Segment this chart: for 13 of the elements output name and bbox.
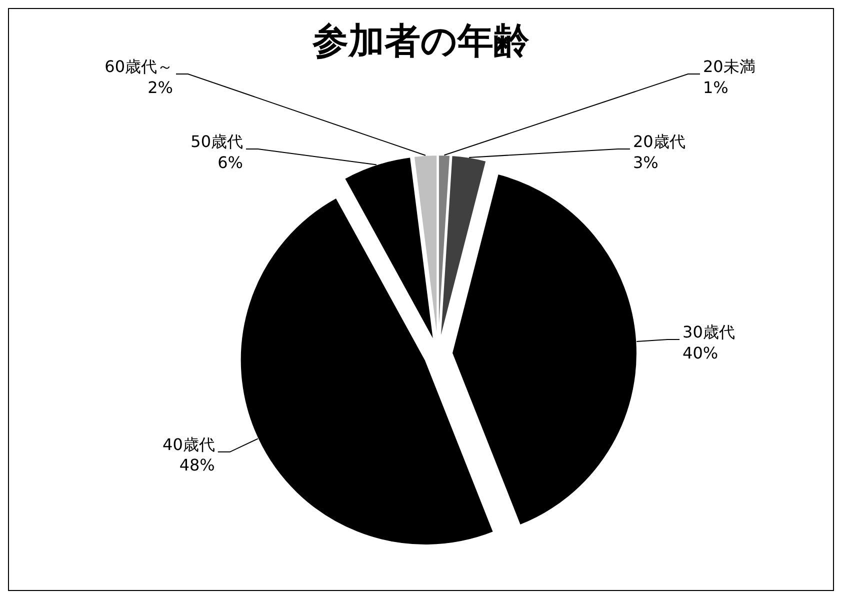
data-label: 1% [703, 78, 728, 97]
slice-label: 50歳代 [190, 132, 243, 151]
data-label: 6% [218, 152, 243, 172]
legend-label: 30歳代 [682, 322, 735, 342]
slice-label: 20未満 [703, 57, 756, 76]
slice-label: 20歳代 [633, 132, 686, 151]
data-label: 2% [148, 78, 173, 97]
data-label: 40% [682, 343, 718, 362]
slice-label: 40歳代 [162, 434, 215, 454]
slice-label: 60歳代～ [104, 57, 173, 76]
data-label: 3% [633, 152, 658, 172]
data-label: 48% [179, 456, 215, 475]
chart-title: 参加者の年齢 [312, 21, 530, 62]
